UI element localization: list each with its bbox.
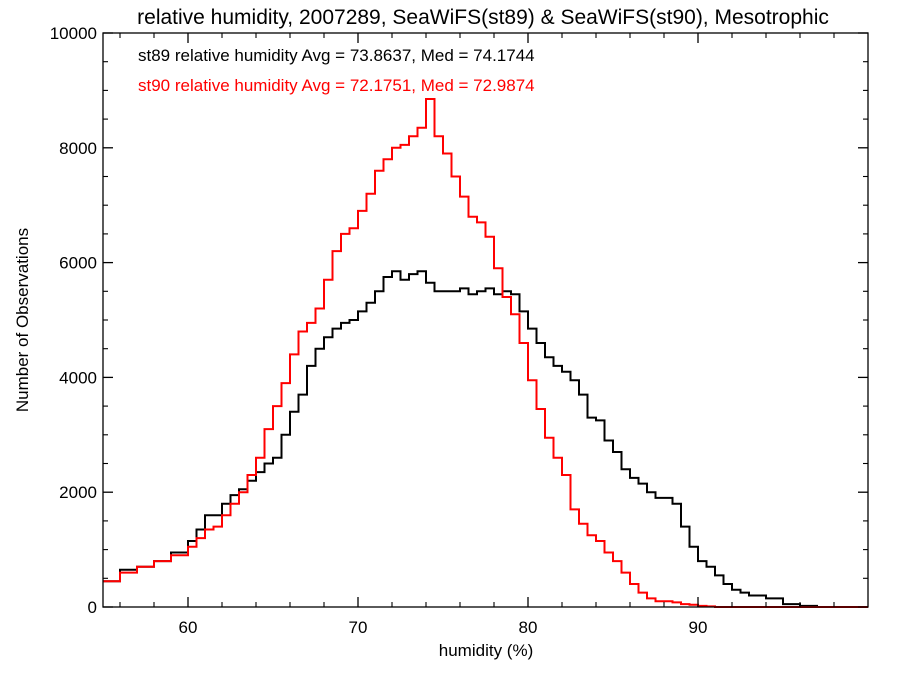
- x-tick-label-70: 70: [349, 618, 368, 637]
- y-tick-label-4000: 4000: [59, 368, 97, 387]
- x-tick-label-60: 60: [179, 618, 198, 637]
- annotation-st90-stats: st90 relative humidity Avg = 72.1751, Me…: [138, 76, 535, 95]
- y-axis: 0 2000 4000 6000 8000 10000: [50, 24, 868, 617]
- y-tick-label-0: 0: [88, 598, 97, 617]
- plot-frame: [102, 32, 869, 608]
- chart-title: relative humidity, 2007289, SeaWiFS(st89…: [137, 6, 829, 29]
- y-tick-label-10000: 10000: [50, 24, 97, 43]
- y-tick-label-2000: 2000: [59, 483, 97, 502]
- x-axis: 60 70 80 90: [119, 33, 835, 637]
- y-tick-label-8000: 8000: [59, 139, 97, 158]
- annotation-st89-stats: st89 relative humidity Avg = 73.8637, Me…: [138, 46, 535, 65]
- plot-series: [103, 98, 868, 608]
- x-tick-label-80: 80: [519, 618, 538, 637]
- series-line-st89: [103, 270, 868, 608]
- series-line-st90: [103, 98, 868, 608]
- y-axis-label: Number of Observations: [13, 228, 32, 412]
- x-axis-label: humidity (%): [439, 641, 533, 660]
- y-tick-label-6000: 6000: [59, 254, 97, 273]
- x-tick-label-90: 90: [689, 618, 708, 637]
